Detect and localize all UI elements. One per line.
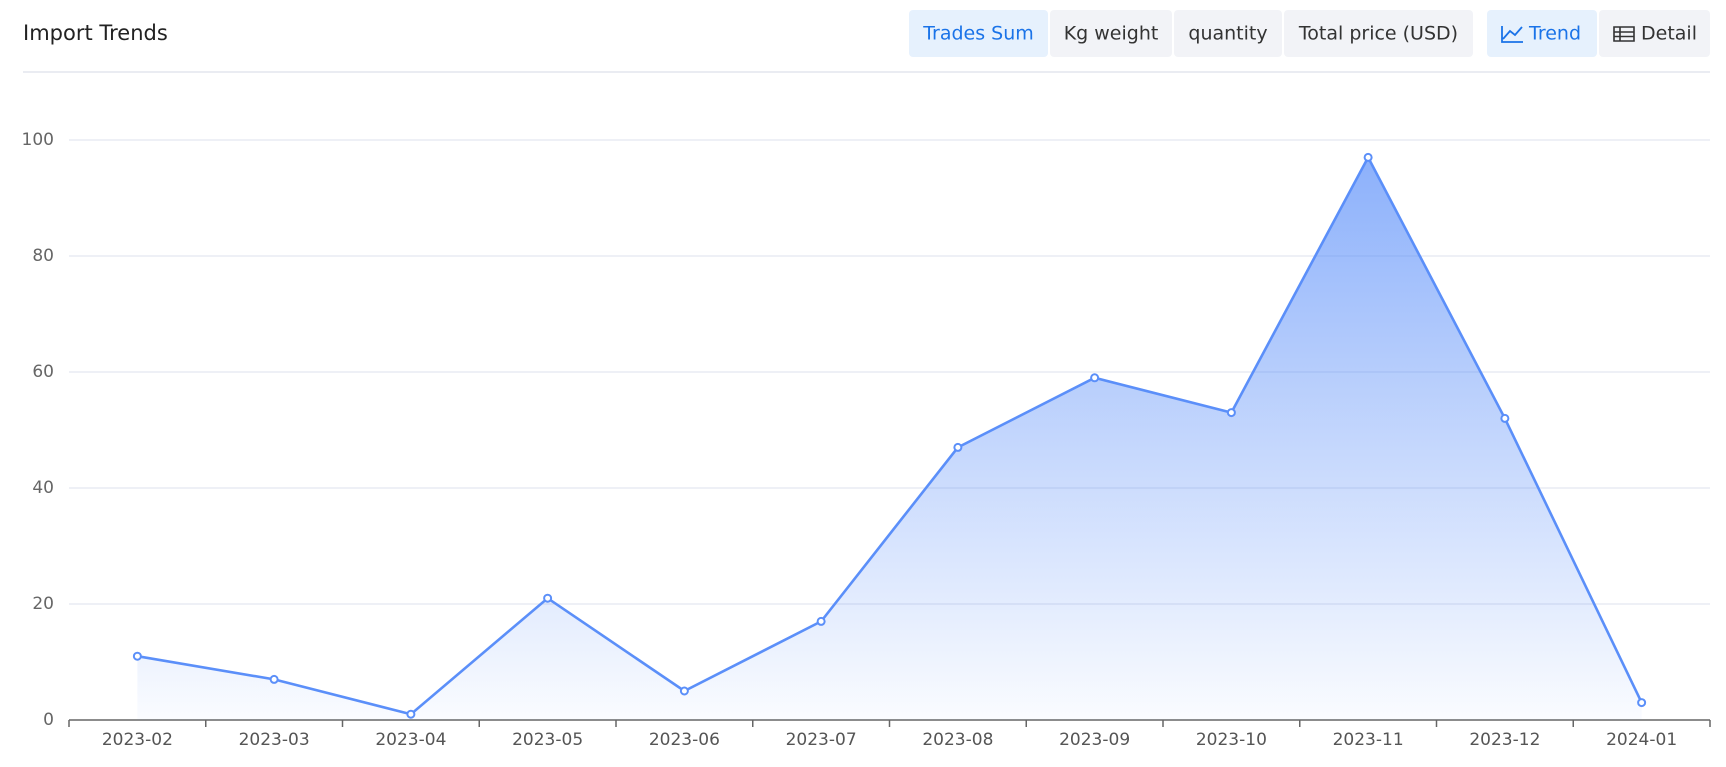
button-bg [1050, 10, 1172, 57]
view-button[interactable]: Trend [1487, 10, 1597, 57]
x-tick-label: 2023-05 [512, 730, 583, 750]
area [137, 157, 1642, 720]
x-tick-label: 2023-06 [649, 730, 720, 750]
x-tick-label: 2023-08 [922, 730, 993, 750]
metric-button[interactable]: Trades Sum [909, 10, 1048, 57]
point [269, 674, 279, 684]
point [132, 651, 142, 661]
x-tick-label: 2023-04 [375, 730, 446, 750]
x-tick-label: 2023-07 [786, 730, 857, 750]
button-bg [1487, 10, 1597, 57]
button-label: Trend [1528, 23, 1581, 45]
x-tick-label: 2023-09 [1059, 730, 1130, 750]
x-tick-label: 2023-03 [239, 730, 310, 750]
button-bg [909, 10, 1048, 57]
button-label: quantity [1188, 23, 1267, 45]
x-tick-label: 2023-12 [1469, 730, 1540, 750]
y-tick-label: 60 [32, 362, 54, 382]
x-tick-label: 2024-01 [1606, 730, 1677, 750]
point [953, 442, 963, 452]
toolbar: Trades Sum Kg weight quantity Total price (… [909, 10, 1710, 57]
y-tick-label: 100 [22, 130, 54, 150]
point [406, 709, 416, 719]
line [137, 154, 1643, 716]
button-label: Trades Sum [922, 23, 1034, 45]
y-tick-label: 0 [43, 710, 54, 730]
point [679, 686, 689, 696]
y-tick-label: 40 [32, 478, 54, 498]
button-label: Detail [1641, 23, 1697, 45]
y-tick-label: 80 [32, 246, 54, 266]
button-label: Total price (USD) [1298, 23, 1458, 45]
trend-icon [1501, 26, 1523, 43]
x-tick-label: 2023-11 [1333, 730, 1404, 750]
table-icon [1613, 26, 1635, 42]
point [1090, 373, 1100, 383]
metric-button[interactable]: Kg weight [1050, 10, 1172, 57]
x-tick-label: 2023-02 [102, 730, 173, 750]
button-label: Kg weight [1064, 23, 1159, 45]
metric-button[interactable]: Total price (USD) [1284, 10, 1473, 57]
point [543, 593, 553, 603]
view-button[interactable]: Detail [1599, 10, 1710, 57]
button-bg [1599, 10, 1710, 57]
point [1226, 408, 1236, 418]
metric-button[interactable]: quantity [1174, 10, 1282, 57]
button-bg [1174, 10, 1282, 57]
point [1500, 413, 1510, 423]
button-bg [1284, 10, 1473, 57]
plot: 0 20 40 60 80 100 2023-02 2023-03 2023-04 2023-05… [22, 130, 1711, 750]
x-tick-label: 2023-10 [1196, 730, 1267, 750]
point [816, 616, 826, 626]
y-tick-label: 20 [32, 594, 54, 614]
point [1637, 698, 1647, 708]
point [1363, 152, 1373, 162]
chart-title: Import Trends [23, 21, 168, 45]
